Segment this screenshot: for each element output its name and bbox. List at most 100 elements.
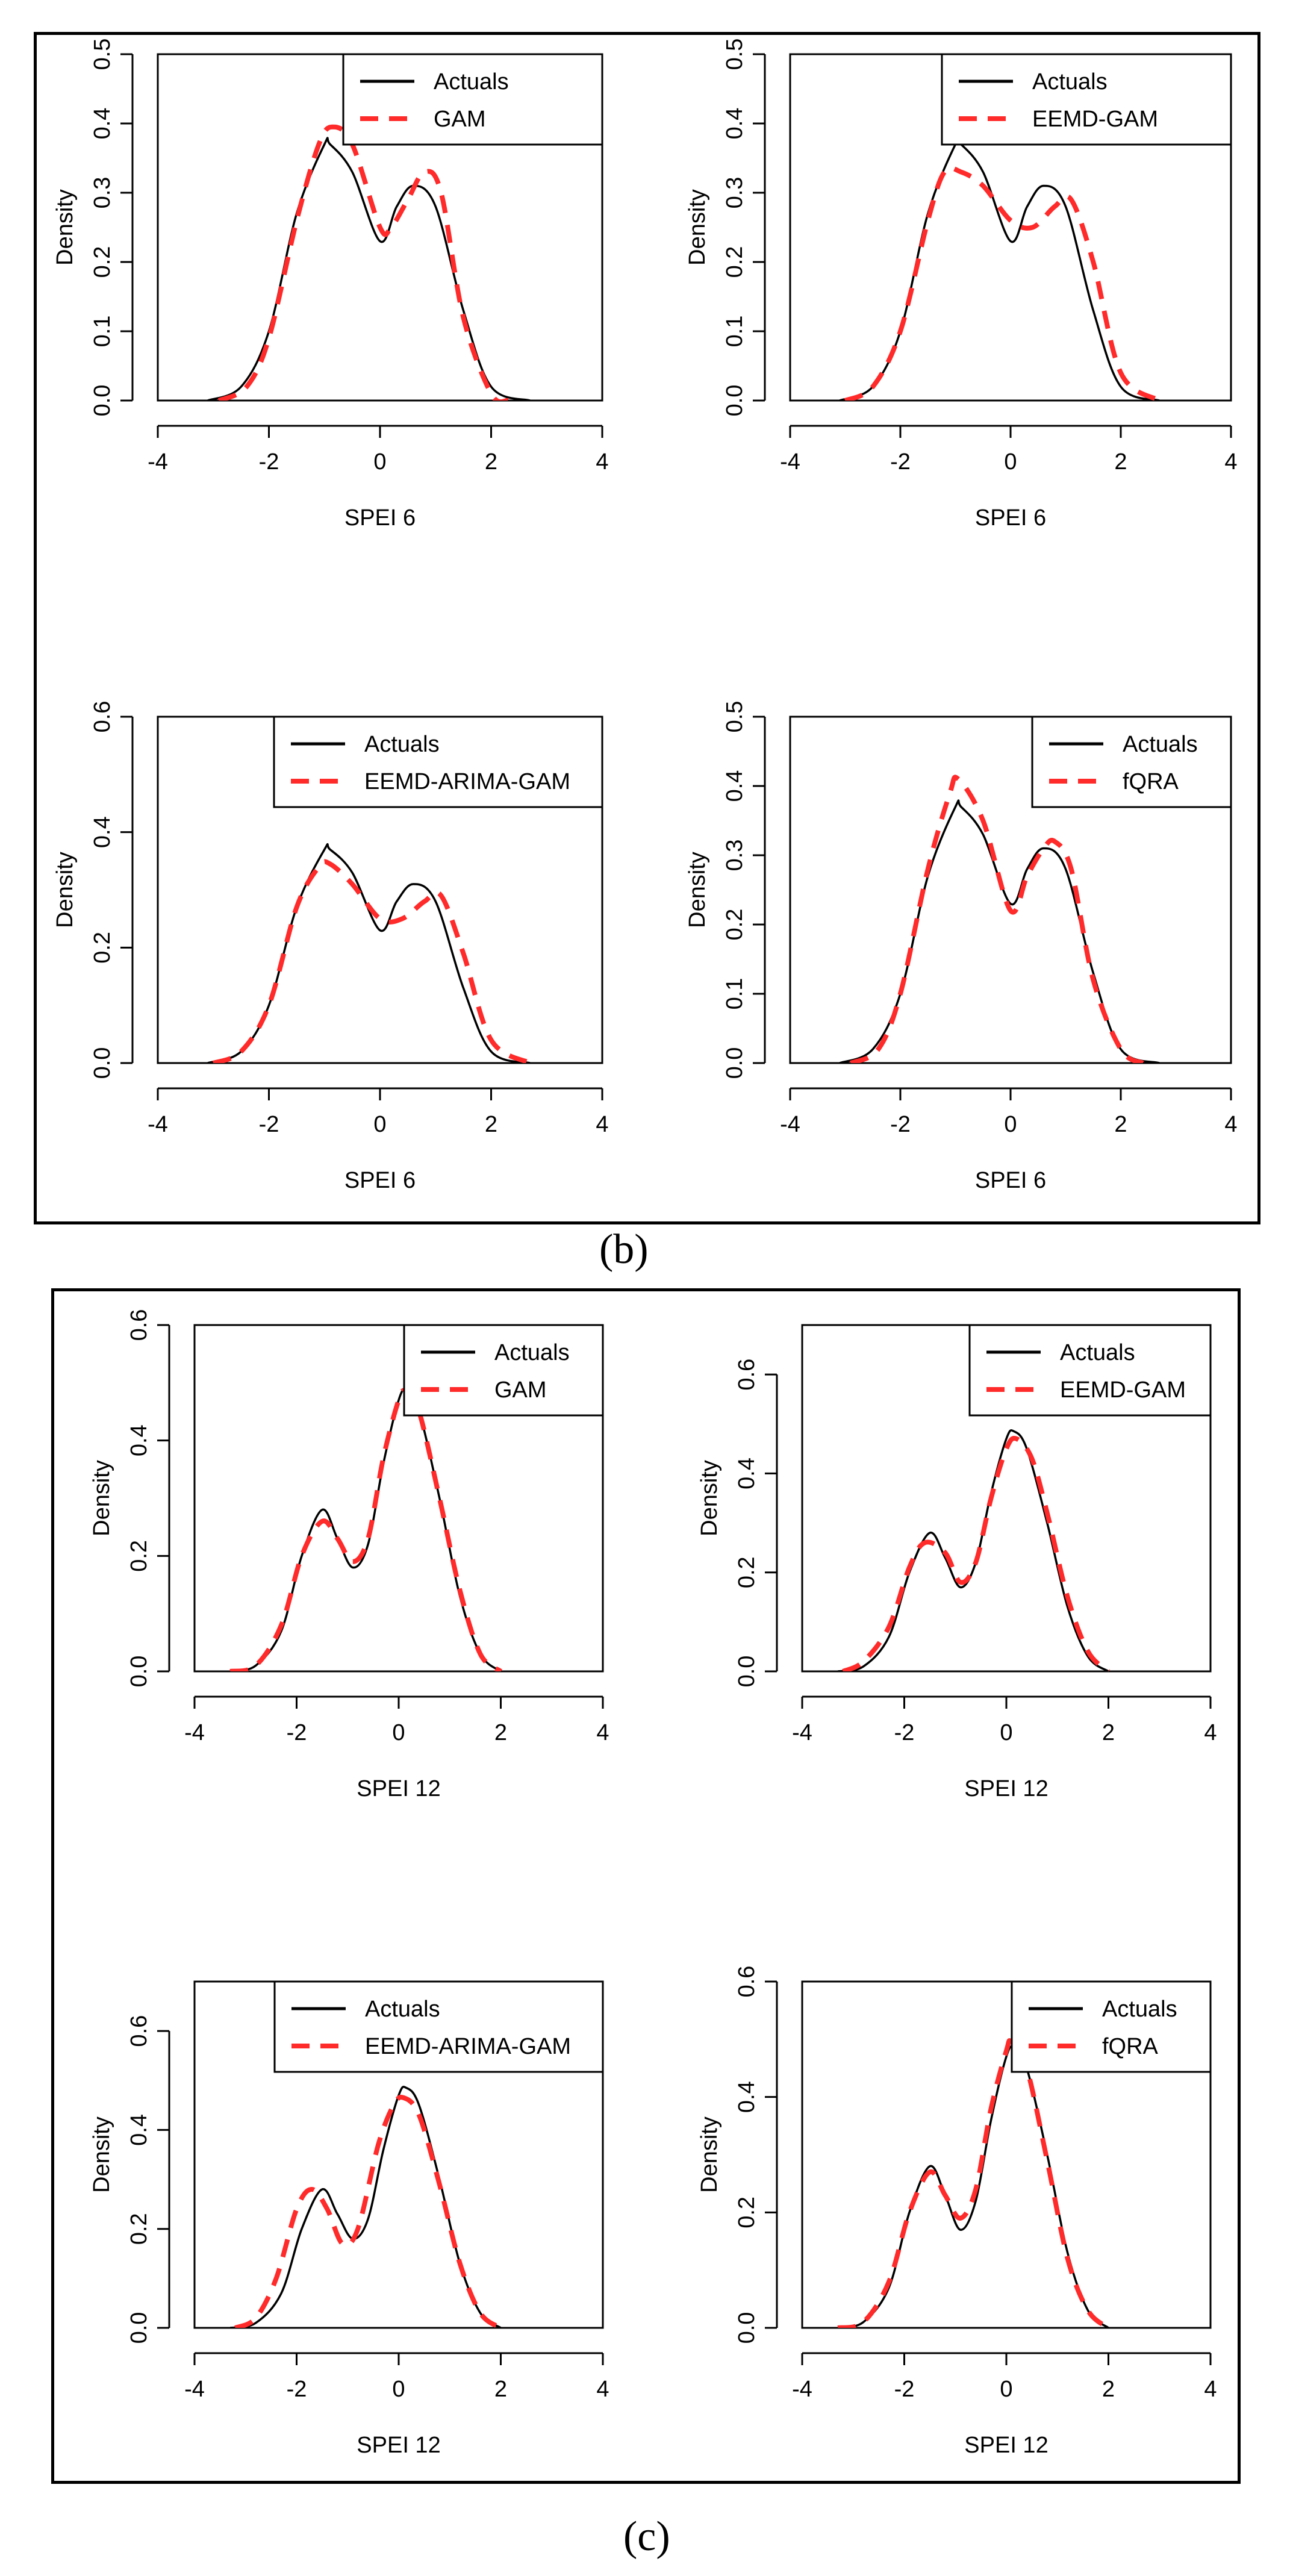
x-tick-label: 0 — [1004, 1112, 1017, 1137]
x-tick-label: -2 — [287, 2377, 307, 2402]
legend-label: fQRA — [1123, 769, 1179, 794]
chart-b3: -4 -2 0 2 4 0.0 0.2 0.4 0.6 SPEI 6 Density Actuals E… — [52, 701, 609, 1193]
legend-label: Actuals — [494, 1340, 570, 1365]
chart-c1: -4 -2 0 2 4 0.0 0.2 0.4 0.6 SPEI 12 Density Actuals… — [89, 1309, 609, 1801]
plot-frame — [193, 1324, 604, 1673]
y-tick-label: 0.6 — [90, 701, 115, 733]
legend-label: EEMD-GAM — [1060, 1377, 1186, 1403]
legend-label: EEMD-GAM — [1032, 107, 1158, 132]
y-axis-label: Density — [697, 1460, 722, 1536]
x-axis-label: SPEI 6 — [975, 505, 1046, 531]
legend-label: Actuals — [364, 732, 440, 757]
x-tick-label: -2 — [259, 1112, 279, 1137]
y-tick-label: 0.0 — [126, 1656, 152, 1688]
x-tick-label: 2 — [1114, 449, 1127, 475]
y-tick-label: 0.5 — [90, 39, 115, 70]
x-axis-label: SPEI 6 — [344, 505, 416, 531]
panel-b-frame — [34, 32, 1260, 1224]
legend-label: Actuals — [1060, 1340, 1135, 1365]
series-actuals — [837, 2045, 1109, 2328]
legend-label: EEMD-ARIMA-GAM — [364, 769, 570, 794]
x-tick-label: 0 — [1000, 2377, 1012, 2402]
y-axis-label: Density — [52, 189, 78, 266]
legend-box — [941, 53, 1232, 146]
series-gam — [217, 124, 509, 401]
y-tick-label: 0.2 — [722, 909, 747, 941]
series-actuals — [207, 137, 531, 401]
legend-box — [403, 1324, 604, 1417]
y-tick-label: 0.4 — [90, 108, 115, 140]
x-tick-label: 4 — [596, 449, 608, 475]
y-tick-label: 0.3 — [722, 177, 747, 209]
x-axis-label: SPEI 6 — [975, 1168, 1046, 1193]
y-axis-label: Density — [89, 1460, 114, 1536]
x-tick-label: -4 — [792, 2377, 812, 2402]
x-tick-label: -2 — [259, 449, 279, 475]
x-tick-label: -2 — [894, 2377, 915, 2402]
series-fqra — [849, 775, 1144, 1063]
y-tick-label: 0.4 — [734, 2081, 759, 2113]
plot-frame — [789, 716, 1232, 1064]
caption-b: (b) — [599, 1226, 649, 1273]
legend-box — [342, 53, 603, 146]
y-tick-label: 0.6 — [126, 2015, 152, 2047]
legend-box — [273, 716, 603, 808]
y-tick-label: 0.2 — [734, 2197, 759, 2228]
y-axis-label: Density — [52, 852, 78, 928]
x-tick-label: 2 — [485, 1112, 497, 1137]
chart-b1: -4 -2 0 2 4 0.0 0.1 0.2 0.3 0.4 0.5 SPEI 6 Density Ac… — [52, 39, 609, 531]
x-tick-label: 4 — [1224, 1112, 1237, 1137]
y-tick-label: 0.0 — [722, 1047, 747, 1079]
y-tick-label: 0.1 — [90, 316, 115, 348]
chart-c3: -4 -2 0 2 4 0.0 0.2 0.4 0.6 SPEI 12 Density Actuals… — [89, 1980, 609, 2458]
x-tick-label: 4 — [596, 1720, 609, 1745]
x-axis-label: SPEI 12 — [357, 2433, 440, 2458]
x-tick-label: 0 — [373, 1112, 386, 1137]
legend-label: GAM — [494, 1377, 547, 1403]
y-tick-label: 0.6 — [126, 1309, 152, 1341]
x-tick-label: -2 — [894, 1720, 915, 1745]
series-actuals — [207, 843, 531, 1063]
x-tick-label: -2 — [287, 1720, 307, 1745]
y-tick-label: 0.4 — [126, 1424, 152, 1456]
y-tick-label: 0.3 — [90, 177, 115, 209]
x-tick-label: -4 — [184, 2377, 205, 2402]
y-tick-label: 0.4 — [722, 108, 747, 140]
x-tick-label: -2 — [890, 449, 911, 475]
x-axis-label: SPEI 12 — [964, 1776, 1048, 1801]
legend-box — [968, 1324, 1212, 1417]
x-tick-label: 0 — [1000, 1720, 1012, 1745]
x-tick-label: -4 — [780, 449, 800, 475]
x-tick-label: 0 — [373, 449, 386, 475]
series-eemd-gam — [844, 165, 1161, 401]
legend-label: Actuals — [434, 69, 509, 95]
y-tick-label: 0.4 — [126, 2114, 152, 2146]
plot-frame — [801, 1980, 1212, 2329]
x-tick-label: -2 — [890, 1112, 911, 1137]
legend-box — [1031, 716, 1232, 808]
y-tick-label: 0.6 — [734, 1966, 759, 1998]
y-tick-label: 0.6 — [734, 1359, 759, 1391]
x-tick-label: 4 — [1204, 2377, 1217, 2402]
legend-label: GAM — [434, 107, 486, 132]
y-tick-label: 0.4 — [734, 1458, 759, 1489]
y-tick-label: 0.2 — [734, 1556, 759, 1588]
y-tick-label: 0.4 — [722, 770, 747, 802]
y-tick-label: 0.0 — [126, 2312, 152, 2344]
x-tick-label: 4 — [596, 1112, 608, 1137]
legend-label: EEMD-ARIMA-GAM — [365, 2034, 571, 2059]
x-tick-label: 4 — [1204, 1720, 1217, 1745]
x-tick-label: 2 — [494, 1720, 507, 1745]
y-tick-label: 0.3 — [722, 840, 747, 872]
x-tick-label: 4 — [596, 2377, 609, 2402]
series-actuals — [839, 799, 1160, 1063]
y-axis-label: Density — [697, 2116, 722, 2193]
legend-label: Actuals — [1032, 69, 1108, 95]
series-actuals — [229, 1389, 502, 1671]
chart-c4: -4 -2 0 2 4 0.0 0.2 0.4 0.6 SPEI 12 Density Actuals… — [697, 1966, 1217, 2458]
x-axis-label: SPEI 6 — [344, 1168, 416, 1193]
x-axis-label: SPEI 12 — [964, 2433, 1048, 2458]
y-tick-label: 0.0 — [734, 2312, 759, 2344]
y-tick-label: 0.0 — [734, 1656, 759, 1688]
x-tick-label: -4 — [792, 1720, 812, 1745]
